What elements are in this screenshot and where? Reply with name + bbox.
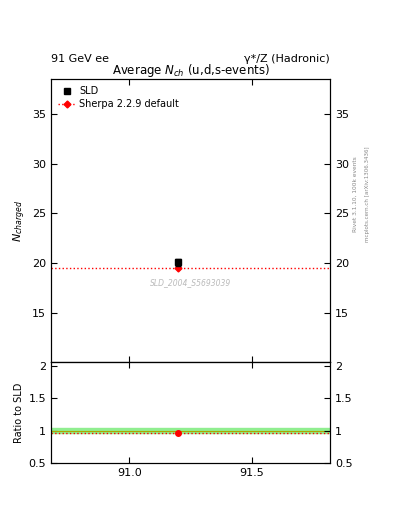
Text: mcplots.cern.ch [arXiv:1306.3436]: mcplots.cern.ch [arXiv:1306.3436]	[365, 147, 370, 242]
Text: 91 GeV ee: 91 GeV ee	[51, 54, 109, 64]
Title: Average $N_{ch}$ (u,d,s-events): Average $N_{ch}$ (u,d,s-events)	[112, 62, 270, 79]
Y-axis label: Ratio to SLD: Ratio to SLD	[15, 382, 24, 443]
Text: Rivet 3.1.10, 100k events: Rivet 3.1.10, 100k events	[353, 157, 358, 232]
Y-axis label: $N_{charged}$: $N_{charged}$	[11, 200, 28, 242]
Legend: SLD, Sherpa 2.2.9 default: SLD, Sherpa 2.2.9 default	[56, 84, 181, 111]
Bar	[51, 428, 330, 433]
Text: γ*/Z (Hadronic): γ*/Z (Hadronic)	[244, 54, 330, 64]
Text: SLD_2004_S5693039: SLD_2004_S5693039	[150, 279, 231, 288]
